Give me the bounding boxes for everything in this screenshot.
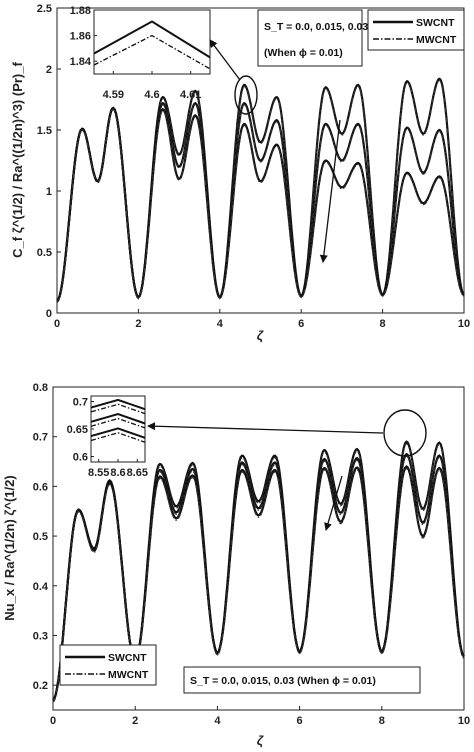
y-tick-label: 0.6: [33, 481, 48, 493]
x-tick-label: 4: [214, 715, 221, 727]
chart-bottom: 0 2 4 6 8 10 0.2 0.3 0.4 0.5 0.6 0.7 0.8 ζ Nu_x / R…: [2, 382, 470, 748]
y-tick-label: 2: [46, 64, 52, 76]
inset-mwcnt-line: [90, 403, 146, 415]
inset-y-tick-label: 1.88: [70, 5, 91, 17]
chart-top-inset: 4.59 4.6 4.61 1.84 1.86 1.88: [70, 5, 211, 101]
x-tick-label: 10: [458, 318, 470, 330]
svg-text:S_T = 0.0, 0.015, 0.03: S_T = 0.0, 0.015, 0.03: [264, 21, 368, 33]
inset-swcnt-line: [90, 427, 146, 439]
inset-swcnt-line: [90, 413, 146, 425]
series-mwcnt-line: [56, 79, 465, 303]
chart-bottom-xlabel: ζ: [257, 733, 264, 748]
chart-bottom-zoom-circle: [383, 409, 427, 457]
y-tick-label: 0.4: [33, 581, 49, 593]
legend-entry-swcnt: SWCNT: [416, 17, 455, 29]
inset-swcnt-line: [93, 20, 211, 59]
y-tick-label: 2.5: [37, 3, 52, 15]
inset-x-tick-label: 8.6: [110, 467, 125, 479]
chart-bottom-series-lines: [52, 440, 465, 703]
y-tick-label: 0.3: [33, 630, 48, 642]
inset-mwcnt-line: [90, 417, 146, 429]
y-tick-label: 0.5: [33, 531, 48, 543]
legend-entry-swcnt: SWCNT: [108, 652, 147, 664]
inset-y-tick-label: 1.84: [70, 56, 92, 68]
x-tick-label: 2: [135, 318, 141, 330]
chart-bottom-inset: 8.55 8.6 8.65 0.6 0.65 0.7: [67, 395, 148, 479]
series-swcnt-line: [52, 465, 465, 701]
chart-bottom-axes-box: [52, 386, 465, 711]
inset-y-tick-label: 0.7: [73, 397, 88, 409]
x-tick-label: 8: [380, 318, 386, 330]
legend-entry-mwcnt: MWCNT: [416, 34, 457, 46]
inset-x-tick-label: 4.6: [144, 89, 159, 101]
chart-top: 0 2 4 6 8 10 0 0.5 1 1.5 2 2.5 ζ C_f ζ^(1/2) / Ra^…: [10, 3, 470, 343]
x-tick-label: 6: [297, 715, 303, 727]
y-tick-label: 0.7: [33, 432, 48, 444]
chart-top-st-arrow: [319, 119, 341, 263]
y-tick-label: 1.5: [37, 125, 52, 137]
chart-bottom-annotation: S_T = 0.0, 0.015, 0.03 (When ϕ = 0.01): [183, 666, 421, 694]
legend-entry-mwcnt: MWCNT: [108, 669, 149, 681]
series-mwcnt-line: [56, 103, 465, 303]
svg-text:(When ϕ = 0.01): (When ϕ = 0.01): [264, 47, 343, 59]
inset-x-tick-label: 8.65: [127, 467, 148, 479]
y-tick-label: 0.2: [33, 680, 48, 692]
chart-top-zoom-circle: [234, 75, 258, 115]
svg-text:S_T = 0.0, 0.015, 0.03 (When ϕ: S_T = 0.0, 0.015, 0.03 (When ϕ = 0.01): [190, 675, 376, 687]
x-tick-label: 10: [458, 715, 470, 727]
inset-y-tick-label: 0.65: [67, 424, 88, 436]
chart-top-axes-box: [56, 7, 465, 314]
y-tick-label: 0.5: [37, 247, 52, 259]
y-tick-label: 0.8: [33, 382, 48, 394]
chart-top-xlabel: ζ: [257, 328, 264, 343]
inset-y-tick-label: 1.86: [70, 31, 91, 43]
inset-x-tick-label: 8.55: [88, 467, 109, 479]
series-mwcnt-line: [52, 467, 465, 703]
x-tick-label: 8: [379, 715, 385, 727]
chart-bottom-st-arrow: [324, 475, 343, 531]
chart-bottom-zoom-arrow: [147, 422, 384, 434]
chart-top-annotation: S_T = 0.0, 0.015, 0.03 (When ϕ = 0.01): [257, 9, 368, 67]
chart-top-ylabel: C_f ζ^(1/2) / Ra^((1/2n)^3) (Pr)_f: [10, 62, 25, 258]
x-tick-label: 4: [217, 318, 224, 330]
inset-x-tick-label: 4.59: [103, 89, 124, 101]
chart-top-zoom-arrow: [209, 39, 241, 81]
inset-y-tick-label: 0.6: [73, 452, 88, 464]
chart-bottom-ylabel: Nu_x / Ra^(1/2n) ζ^(1/2): [2, 475, 17, 620]
x-tick-label: 0: [54, 318, 60, 330]
series-swcnt-line: [56, 77, 465, 302]
chart-bottom-legend: SWCNT MWCNT: [59, 644, 157, 686]
inset-mwcnt-line: [90, 432, 146, 443]
inset-swcnt-line: [90, 398, 146, 411]
chart-top-legend: SWCNT MWCNT: [367, 9, 465, 51]
inset-x-tick-label: 4.61: [180, 89, 201, 101]
y-tick-label: 1: [46, 186, 52, 198]
x-tick-label: 2: [132, 715, 138, 727]
chart-top-series-lines: [56, 77, 465, 303]
inset-mwcnt-line: [93, 34, 211, 70]
x-tick-label: 6: [298, 318, 304, 330]
x-tick-label: 0: [50, 715, 56, 727]
y-tick-label: 0: [46, 308, 52, 320]
